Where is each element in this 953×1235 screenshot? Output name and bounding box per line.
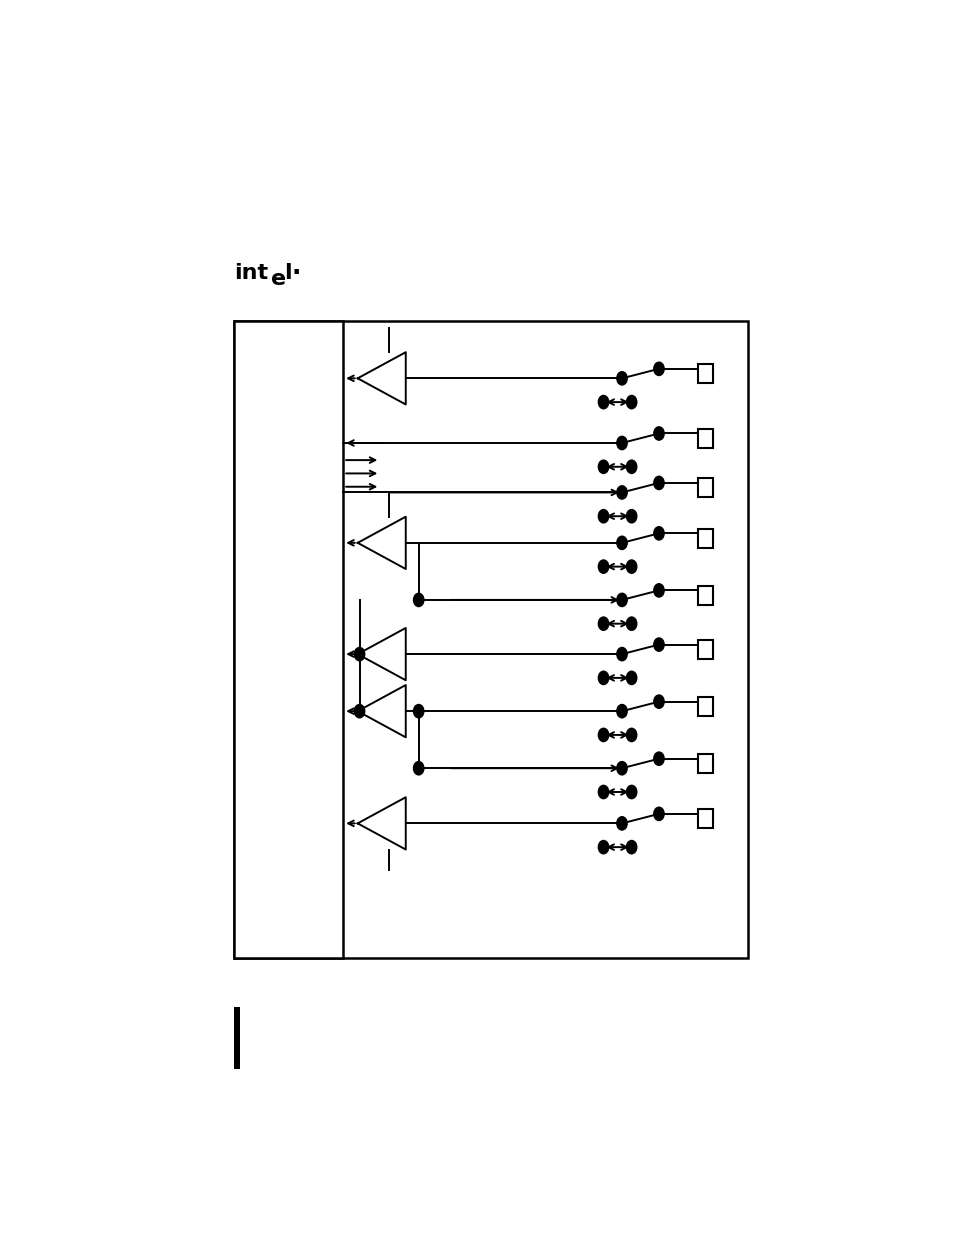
Circle shape xyxy=(653,695,663,709)
Text: e: e xyxy=(271,269,286,289)
Circle shape xyxy=(653,808,663,820)
Circle shape xyxy=(653,477,663,489)
Circle shape xyxy=(617,816,626,830)
Circle shape xyxy=(598,785,608,799)
Bar xyxy=(233,1007,239,1068)
Bar xyxy=(233,321,343,958)
Circle shape xyxy=(354,647,364,661)
Bar xyxy=(698,429,712,448)
Bar xyxy=(698,753,712,773)
Circle shape xyxy=(598,671,608,684)
Text: ·: · xyxy=(292,261,300,285)
Circle shape xyxy=(626,618,636,630)
Circle shape xyxy=(653,638,663,651)
Circle shape xyxy=(413,704,423,718)
Text: l: l xyxy=(284,263,292,283)
Bar xyxy=(698,529,712,547)
Circle shape xyxy=(626,785,636,799)
Circle shape xyxy=(653,584,663,597)
Text: int: int xyxy=(233,263,268,283)
Circle shape xyxy=(617,485,626,499)
Circle shape xyxy=(653,752,663,766)
Bar xyxy=(698,478,712,498)
Circle shape xyxy=(598,510,608,522)
Circle shape xyxy=(617,647,626,661)
Circle shape xyxy=(598,841,608,853)
Circle shape xyxy=(617,436,626,450)
Circle shape xyxy=(626,461,636,473)
Circle shape xyxy=(626,729,636,741)
Circle shape xyxy=(617,372,626,385)
Bar xyxy=(698,640,712,658)
Circle shape xyxy=(653,526,663,540)
Circle shape xyxy=(653,427,663,440)
Circle shape xyxy=(598,461,608,473)
Circle shape xyxy=(413,593,423,606)
Circle shape xyxy=(598,618,608,630)
Circle shape xyxy=(617,704,626,718)
Circle shape xyxy=(413,762,423,774)
Circle shape xyxy=(598,559,608,573)
Circle shape xyxy=(626,671,636,684)
Bar xyxy=(698,364,712,383)
Circle shape xyxy=(617,593,626,606)
Bar xyxy=(698,809,712,829)
Bar xyxy=(698,697,712,716)
Circle shape xyxy=(626,841,636,853)
Bar xyxy=(698,585,712,605)
Circle shape xyxy=(626,510,636,522)
Circle shape xyxy=(626,559,636,573)
Circle shape xyxy=(617,762,626,774)
Circle shape xyxy=(598,729,608,741)
Circle shape xyxy=(598,395,608,409)
Bar xyxy=(233,321,747,958)
Circle shape xyxy=(653,362,663,375)
Circle shape xyxy=(617,536,626,550)
Circle shape xyxy=(354,704,364,718)
Circle shape xyxy=(626,395,636,409)
